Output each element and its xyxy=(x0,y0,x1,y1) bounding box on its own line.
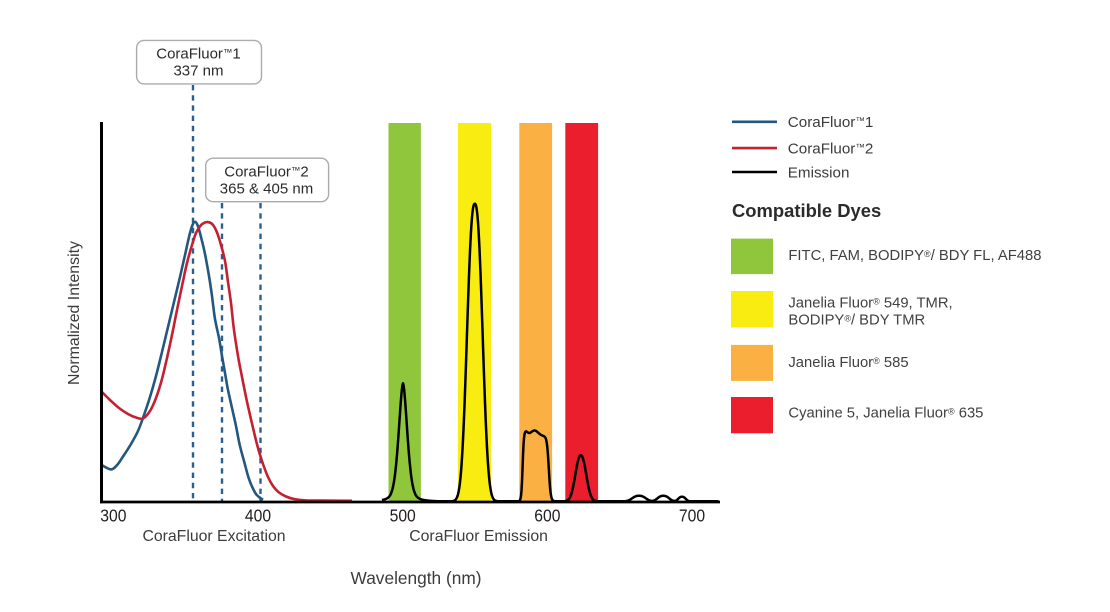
svg-text:Normalized Intensity: Normalized Intensity xyxy=(66,241,83,385)
svg-text:600: 600 xyxy=(534,506,560,526)
svg-text:CoraFluor™2: CoraFluor™2 xyxy=(224,164,309,181)
svg-text:Janelia Fluor® 585: Janelia Fluor® 585 xyxy=(788,355,908,371)
svg-text:500: 500 xyxy=(390,506,416,526)
svg-text:Compatible Dyes: Compatible Dyes xyxy=(732,200,881,221)
svg-text:Emission: Emission xyxy=(788,164,850,181)
svg-text:300: 300 xyxy=(100,506,126,526)
svg-text:337 nm: 337 nm xyxy=(173,62,223,79)
svg-text:FITC, FAM, BODIPY®/ BDY FL, AF: FITC, FAM, BODIPY®/ BDY FL, AF488 xyxy=(788,248,1041,264)
svg-text:CoraFluor™2: CoraFluor™2 xyxy=(788,140,874,157)
svg-text:BODIPY®/ BDY TMR: BODIPY®/ BDY TMR xyxy=(788,313,925,329)
svg-text:CoraFluor™1: CoraFluor™1 xyxy=(788,114,874,131)
svg-text:CoraFluor Excitation: CoraFluor Excitation xyxy=(142,528,285,545)
svg-text:400: 400 xyxy=(245,506,271,526)
svg-text:Wavelength (nm): Wavelength (nm) xyxy=(351,568,482,588)
svg-text:CoraFluor™1: CoraFluor™1 xyxy=(156,46,241,63)
svg-text:700: 700 xyxy=(679,506,705,526)
svg-text:CoraFluor Emission: CoraFluor Emission xyxy=(409,528,548,545)
svg-text:Janelia Fluor® 549, TMR,: Janelia Fluor® 549, TMR, xyxy=(788,296,952,312)
svg-text:Cyanine 5, Janelia Fluor® 635: Cyanine 5, Janelia Fluor® 635 xyxy=(788,406,983,422)
svg-text:365 & 405 nm: 365 & 405 nm xyxy=(220,180,313,197)
